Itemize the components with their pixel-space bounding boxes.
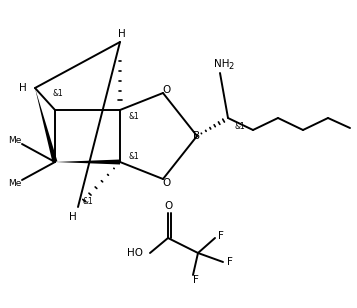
- Text: &1: &1: [128, 111, 139, 120]
- Text: &1: &1: [128, 152, 139, 160]
- Text: H: H: [69, 212, 77, 222]
- Text: F: F: [218, 231, 224, 241]
- Text: O: O: [162, 178, 170, 188]
- Text: &1: &1: [82, 197, 93, 205]
- Text: H: H: [19, 83, 27, 93]
- Text: NH: NH: [214, 59, 230, 69]
- Text: &1: &1: [52, 88, 63, 98]
- Text: F: F: [193, 275, 199, 285]
- Text: F: F: [227, 257, 233, 267]
- Text: O: O: [164, 201, 172, 211]
- Text: &1: &1: [234, 121, 245, 131]
- Text: H: H: [118, 29, 126, 39]
- Text: Me: Me: [8, 136, 22, 144]
- Text: O: O: [162, 85, 170, 95]
- Text: HO: HO: [127, 248, 143, 258]
- Text: 2: 2: [228, 62, 233, 71]
- Polygon shape: [55, 160, 120, 164]
- Text: Me: Me: [8, 180, 22, 188]
- Text: B: B: [193, 131, 201, 141]
- Polygon shape: [35, 88, 57, 163]
